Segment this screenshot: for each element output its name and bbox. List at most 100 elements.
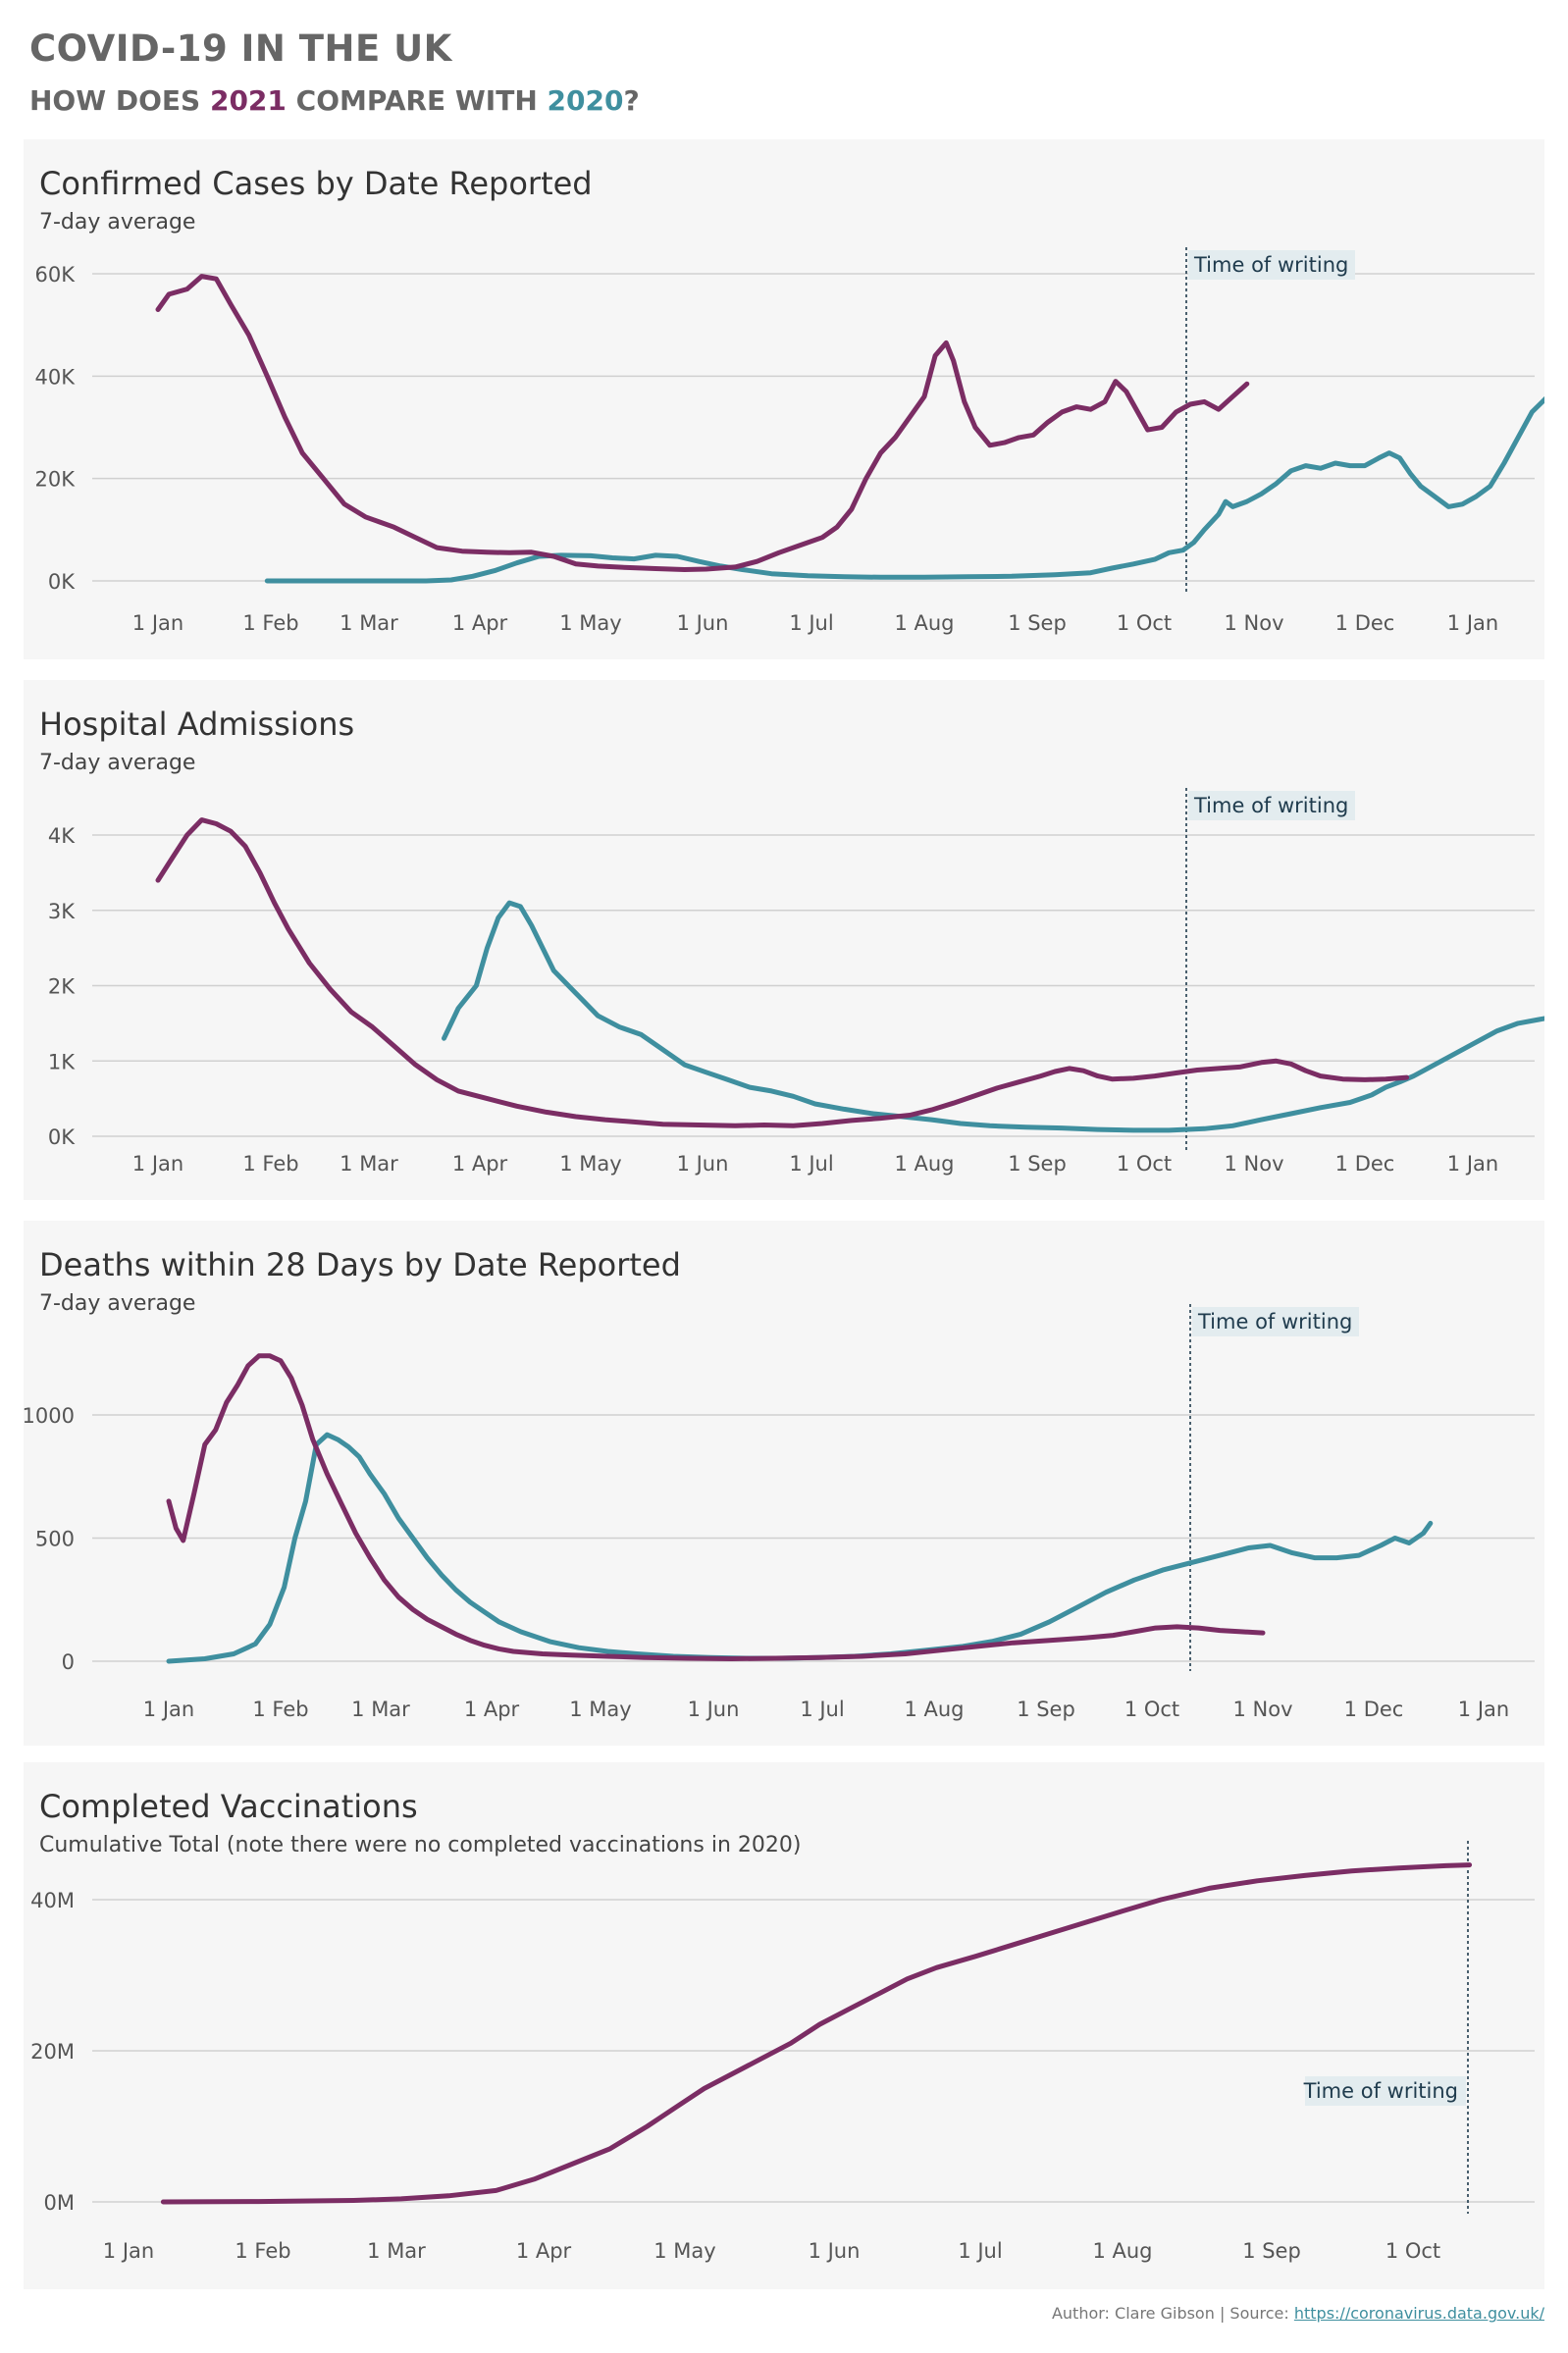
deaths-chart-panel: Deaths within 28 Days by Date Reported 7… <box>24 1221 1544 1746</box>
x-tick-label: 1 May <box>653 2239 715 2263</box>
x-tick-label: 1 Oct <box>1385 2239 1440 2263</box>
annotation-bg <box>1188 791 1355 820</box>
footer-credit: Author: Clare Gibson | Source: https://c… <box>1052 2304 1544 2323</box>
x-tick-label: 1 Mar <box>351 1698 410 1721</box>
vaccinations-chart-panel: Completed Vaccinations Cumulative Total … <box>24 1762 1544 2289</box>
x-tick-label: 1 Feb <box>242 1152 298 1176</box>
series-line-2020 <box>166 1432 1434 1664</box>
x-tick-label: 1 Apr <box>516 2239 572 2263</box>
subtitle-mid: COMPARE WITH <box>286 84 548 117</box>
x-tick-label: 1 Apr <box>464 1698 520 1721</box>
x-tick-label: 1 Dec <box>1335 611 1395 635</box>
x-tick-label: 1 Oct <box>1117 611 1172 635</box>
x-tick-label: 1 May <box>569 1698 631 1721</box>
annotation-label: Time of writing <box>1197 1310 1352 1333</box>
annotation-label: Time of writing <box>1193 794 1348 817</box>
x-tick-label: 1 Feb <box>242 611 298 635</box>
x-tick-label: 1 Jan <box>132 1152 183 1176</box>
chart-title: Hospital Admissions <box>39 706 355 743</box>
series-line-2021 <box>160 1862 1473 2205</box>
x-tick-label: 1 Sep <box>1017 1698 1075 1721</box>
page-subtitle: HOW DOES 2021 COMPARE WITH 2020? <box>29 84 640 117</box>
x-tick-label: 1 Jan <box>1447 611 1498 635</box>
subtitle-prefix: HOW DOES <box>29 84 210 117</box>
x-tick-label: 1 Sep <box>1242 2239 1301 2263</box>
y-tick-label: 0K <box>48 570 76 594</box>
y-tick-label: 40M <box>30 1889 75 1912</box>
y-tick-label: 3K <box>48 900 76 923</box>
admissions-chart: 0K 1K 2K 3K 4K 1 Jan 1 Feb 1 Mar 1 Apr 1 May 1 Jun… <box>48 788 1544 1176</box>
series-line-2020 <box>442 900 1544 1133</box>
y-tick-label: 0M <box>44 2191 75 2215</box>
cases-chart-panel: Confirmed Cases by Date Reported 7-day a… <box>24 139 1544 659</box>
x-tick-label: 1 Dec <box>1344 1698 1404 1721</box>
x-tick-label: 1 Sep <box>1008 1152 1067 1176</box>
y-tick-label: 40K <box>35 365 77 389</box>
series-line-2020 <box>264 395 1544 584</box>
x-tick-label: 1 Feb <box>235 2239 290 2263</box>
x-tick-label: 1 Apr <box>452 611 508 635</box>
chart-subtitle: 7-day average <box>39 1291 196 1316</box>
x-tick-label: 1 Mar <box>367 2239 426 2263</box>
x-tick-label: 1 Jun <box>809 2239 861 2263</box>
x-tick-label: 1 Apr <box>452 1152 508 1176</box>
chart-subtitle: Cumulative Total (note there were no com… <box>39 1833 802 1857</box>
chart-title: Confirmed Cases by Date Reported <box>39 165 593 202</box>
x-tick-label: 1 Oct <box>1117 1152 1172 1176</box>
y-tick-label: 20K <box>35 468 77 492</box>
y-tick-label: 2K <box>48 975 76 999</box>
y-tick-label: 1K <box>48 1050 76 1073</box>
series-line-2021 <box>155 274 1250 572</box>
chart-subtitle: 7-day average <box>39 210 196 235</box>
chart-subtitle: 7-day average <box>39 751 196 775</box>
x-tick-label: 1 Aug <box>894 1152 954 1176</box>
x-tick-label: 1 Jan <box>103 2239 154 2263</box>
series-line-2021 <box>155 817 1410 1128</box>
x-tick-label: 1 Oct <box>1124 1698 1179 1721</box>
x-tick-label: 1 Aug <box>894 611 954 635</box>
x-tick-label: 1 Mar <box>340 611 398 635</box>
deaths-chart: 0 500 1000 1 Jan 1 Feb 1 Mar 1 Apr 1 May 1 Jun 1 … <box>24 1304 1535 1721</box>
subtitle-year-2021: 2021 <box>209 84 287 117</box>
x-tick-label: 1 Nov <box>1232 1698 1292 1721</box>
x-tick-label: 1 Jun <box>677 611 729 635</box>
chart-title: Completed Vaccinations <box>39 1788 418 1825</box>
x-tick-label: 1 Sep <box>1008 611 1067 635</box>
y-tick-label: 0K <box>48 1125 76 1149</box>
subtitle-year-2020: 2020 <box>547 84 624 117</box>
chart-title: Deaths within 28 Days by Date Reported <box>39 1246 681 1283</box>
annotation-bg <box>1305 2076 1466 2106</box>
x-tick-label: 1 Dec <box>1335 1152 1395 1176</box>
annotation-label: Time of writing <box>1193 253 1348 277</box>
annotation-bg <box>1192 1307 1359 1336</box>
x-tick-label: 1 May <box>559 611 621 635</box>
x-tick-label: 1 Aug <box>1092 2239 1152 2263</box>
page-title: COVID-19 IN THE UK <box>29 27 452 70</box>
x-tick-label: 1 Jan <box>143 1698 194 1721</box>
subtitle-suffix: ? <box>623 84 640 117</box>
x-tick-label: 1 Nov <box>1224 611 1283 635</box>
x-tick-label: 1 Jan <box>1447 1152 1498 1176</box>
x-tick-label: 1 Mar <box>340 1152 398 1176</box>
annotation-label: Time of writing <box>1303 2079 1458 2103</box>
y-tick-label: 20M <box>30 2040 75 2064</box>
x-tick-label: 1 Jul <box>789 611 833 635</box>
y-tick-label: 1000 <box>24 1404 75 1428</box>
x-tick-label: 1 Jun <box>677 1152 729 1176</box>
footer-text: Author: Clare Gibson | Source: <box>1051 2304 1294 2323</box>
x-tick-label: 1 Jul <box>789 1152 833 1176</box>
x-tick-label: 1 Jun <box>688 1698 740 1721</box>
x-tick-label: 1 Jul <box>800 1698 844 1721</box>
x-tick-label: 1 May <box>559 1152 621 1176</box>
y-tick-label: 4K <box>48 824 76 848</box>
annotation-bg <box>1188 250 1355 280</box>
source-link[interactable]: https://coronavirus.data.gov.uk/ <box>1293 2304 1544 2323</box>
vaccinations-chart: 0M 20M 40M 1 Jan 1 Feb 1 Mar 1 Apr 1 May 1 Jun 1 … <box>30 1841 1535 2263</box>
y-tick-label: 60K <box>35 263 77 287</box>
cases-chart: 0K 20K 40K 60K 1 Jan 1 Feb 1 Mar 1 Apr 1 May 1 Ju… <box>35 247 1544 635</box>
series-line-2021 <box>166 1353 1266 1661</box>
x-tick-label: 1 Nov <box>1224 1152 1283 1176</box>
x-tick-label: 1 Aug <box>904 1698 964 1721</box>
x-tick-label: 1 Jan <box>132 611 183 635</box>
admissions-chart-panel: Hospital Admissions 7-day average 0K 1K 2K… <box>24 680 1544 1200</box>
